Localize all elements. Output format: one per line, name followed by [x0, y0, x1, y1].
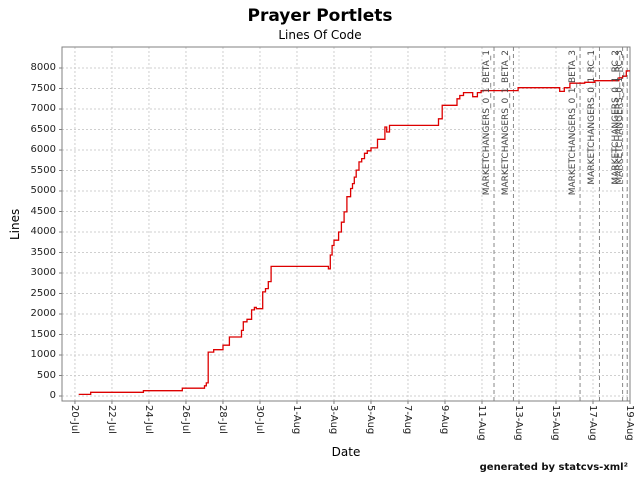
release-label: MARKETCHANGERS_0_1_BETA_1 [482, 50, 492, 196]
x-tick-label: 7-Aug [401, 405, 413, 435]
release-label: MARKETCHANGERS_0_1_RC_1 [587, 50, 598, 185]
x-tick-label: 5-Aug [364, 405, 376, 435]
y-tick-label: 6500 [30, 123, 56, 135]
y-tick-label: 500 [36, 369, 56, 381]
y-tick-label: 8000 [30, 62, 56, 73]
x-tick-label: 20-Jul [68, 405, 80, 434]
release-label: MARKETCHANGERS_0_1_BETA_3 [568, 50, 579, 196]
y-tick-label: 1000 [30, 349, 56, 360]
x-tick-label: 24-Jul [142, 405, 154, 434]
release-label: MARKETCHANGERS_0_1_BETA_2 [501, 50, 512, 196]
x-tick-label: 3-Aug [327, 405, 339, 435]
y-tick-label: 4500 [30, 205, 56, 217]
chart-title: Prayer Portlets [247, 6, 393, 26]
y-tick-label: 3500 [30, 246, 56, 258]
x-tick-label: 19-Aug [624, 405, 635, 441]
x-tick-label: 22-Jul [105, 405, 117, 434]
x-tick-label: 11-Aug [475, 405, 487, 441]
y-tick-label: 4000 [30, 226, 56, 237]
y-tick-label: 1500 [30, 328, 56, 340]
x-tick-label: 15-Aug [549, 405, 561, 441]
y-tick-label: 3000 [30, 267, 56, 278]
x-tick-label: 17-Aug [586, 405, 598, 441]
plot-border [61, 46, 631, 402]
y-tick-label: 5000 [30, 185, 56, 196]
y-tick-label: 0 [49, 390, 56, 401]
y-tick-label: 7000 [30, 103, 56, 114]
y-tick-label: 5500 [30, 164, 56, 176]
x-tick-label: 28-Jul [216, 405, 228, 434]
series-line [78, 70, 630, 396]
x-tick-label: 26-Jul [179, 405, 191, 434]
chart-subtitle: Lines Of Code [278, 28, 362, 42]
y-tick-label: 2500 [30, 287, 56, 299]
x-tick-label: 13-Aug [512, 405, 524, 441]
footer-credit: generated by statcvs-xml² [479, 462, 628, 473]
y-tick-label: 7500 [30, 82, 56, 94]
x-tick-label: 9-Aug [438, 405, 450, 435]
x-axis-title: Date [331, 445, 361, 459]
release-label: MARKETCHANGERS_0_1_RC_3 [615, 50, 626, 185]
x-tick-label: 1-Aug [290, 405, 302, 435]
y-tick-label: 2000 [30, 308, 56, 319]
y-tick-label: 6000 [30, 144, 56, 155]
x-tick-label: 30-Jul [253, 405, 265, 434]
